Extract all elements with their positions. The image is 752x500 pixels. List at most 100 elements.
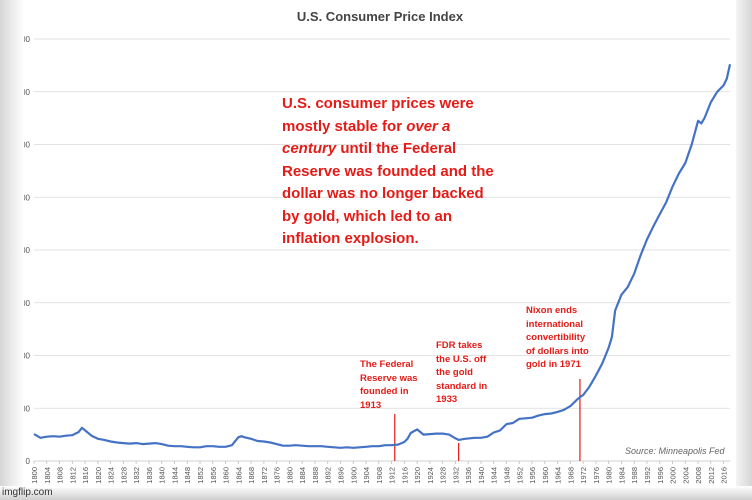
main-annotation-line: Reserve was founded and the: [282, 162, 494, 180]
x-tick-label: 1828: [119, 467, 128, 484]
x-tick-label: 1936: [464, 467, 473, 484]
x-tick-label: 2004: [681, 467, 690, 484]
x-tick-label: 2008: [694, 467, 703, 484]
x-tick-label: 1856: [209, 467, 218, 484]
fdr-annotation-line: standard in: [436, 380, 488, 392]
main-annotation-line: dollar was no longer backed: [282, 185, 484, 202]
fed-annotation-line: Reserve was: [360, 372, 418, 384]
x-tick-label: 1948: [503, 467, 512, 484]
y-tick-label: 0: [26, 457, 31, 466]
fdr-annotation-line: the gold: [436, 367, 473, 378]
x-tick-label: 1860: [222, 467, 231, 484]
x-tick-label: 1976: [592, 467, 601, 484]
x-tick-label: 1896: [336, 467, 345, 484]
x-tick-label: 1992: [643, 467, 652, 484]
y-tick-label: 800: [24, 35, 31, 44]
nixon-annotation-line: gold in 1971: [526, 359, 581, 370]
x-tick-label: 1824: [107, 467, 116, 484]
x-tick-label: 1876: [273, 467, 282, 484]
main-annotation-line: by gold, which led to an: [282, 207, 453, 225]
y-tick-label: 500: [24, 193, 31, 202]
source-note: Source: Minneapolis Fed: [625, 446, 725, 456]
nixon-annotation-line: convertibility: [526, 332, 586, 343]
x-tick-label: 1840: [158, 467, 167, 484]
main-annotation-line: inflation explosion.: [282, 230, 419, 247]
x-tick-label: 1928: [439, 467, 448, 484]
x-tick-label: 1864: [234, 467, 243, 484]
main-annotation-line: century until the Federal: [282, 140, 457, 157]
fdr-annotation-line: FDR takes: [436, 340, 483, 351]
x-tick-label: 1904: [362, 467, 371, 484]
fdr-annotation: FDR takes the U.S. off the gold standard in…: [436, 339, 487, 407]
x-tick-label: 1816: [81, 467, 90, 484]
x-tick-label: 1836: [145, 467, 154, 484]
nixon-annotation-line: international: [526, 318, 584, 330]
x-tick-label: 2016: [720, 467, 729, 484]
x-tick-label: 1880: [285, 467, 294, 484]
y-tick-label: 100: [24, 404, 31, 413]
series-lines: [33, 64, 732, 449]
x-tick-label: 1932: [451, 467, 460, 484]
gridlines: [34, 38, 730, 462]
y-tick-label: 700: [24, 88, 31, 97]
frame-shadow-left: [0, 0, 24, 500]
y-tick-label: 300: [24, 299, 31, 308]
x-tick-label: 1944: [490, 467, 499, 484]
x-tick-label: 1892: [324, 467, 333, 484]
x-tick-label: 1808: [56, 467, 65, 484]
x-tick-label: 1980: [605, 467, 614, 484]
nixon-annotation-line: of dollars into: [526, 345, 589, 357]
x-tick-label: 2000: [669, 467, 678, 484]
x-tick-label: 1812: [68, 467, 77, 484]
x-tick-label: 1984: [617, 467, 626, 484]
x-tick-label: 1952: [515, 467, 524, 484]
y-tick-label: 400: [24, 246, 31, 255]
x-tick-label: 1872: [260, 467, 269, 484]
x-tick-label: 2012: [707, 467, 716, 484]
x-tick-label: 1960: [541, 467, 550, 484]
x-tick-label: 1848: [183, 467, 192, 484]
x-tick-label: 1916: [400, 467, 409, 484]
y-tick-label: 200: [24, 352, 31, 361]
event-markers: [394, 379, 581, 461]
fed-annotation-line: founded in: [360, 386, 409, 397]
main-annotation-line: U.S. consumer prices were: [282, 95, 474, 112]
cpi-series-line: [33, 64, 732, 449]
x-tick-label: 1832: [132, 467, 141, 484]
x-tick-label: 1996: [656, 467, 665, 484]
cpi-chart: 0100200300400500600700800 18001804180818…: [24, 35, 732, 484]
x-tick-label: 1852: [196, 467, 205, 484]
x-tick-label: 1956: [528, 467, 537, 484]
x-axis: 1800 1804 1808 1812 1816 1820 1824 1828 1832 1836…: [30, 461, 729, 484]
x-tick-label: 1908: [375, 467, 384, 484]
x-tick-label: 1968: [566, 467, 575, 484]
y-axis: 0 100 200 300 400 500 600 700 800: [24, 35, 31, 466]
x-tick-label: 1800: [30, 467, 39, 484]
x-tick-label: 1900: [349, 467, 358, 484]
fdr-annotation-line: the U.S. off: [436, 353, 487, 365]
fdr-annotation-line: 1933: [436, 394, 458, 405]
x-tick-label: 1964: [554, 467, 563, 484]
chart-title: U.S. Consumer Price Index: [296, 9, 464, 24]
nixon-annotation: Nixon ends international convertibility of …: [526, 304, 589, 372]
x-tick-label: 1988: [630, 467, 639, 484]
x-tick-label: 1972: [579, 467, 588, 484]
watermark: imgflip.com: [2, 487, 53, 498]
x-tick-label: 1844: [170, 467, 179, 484]
x-tick-label: 1940: [477, 467, 486, 484]
chart-panel: U.S. Consumer Price Index 0 100 200 300 400 5…: [24, 0, 736, 488]
x-tick-label: 1868: [247, 467, 256, 484]
x-tick-label: 1804: [43, 467, 52, 484]
fed-annotation-line: The Federal: [360, 359, 414, 370]
main-annotation-line: mostly stable for over a: [282, 117, 451, 135]
frame-shadow-bottom: [0, 486, 752, 500]
x-tick-label: 1920: [413, 467, 422, 484]
x-tick-label: 1820: [94, 467, 103, 484]
fed-annotation-line: 1913: [360, 399, 382, 411]
x-tick-label: 1888: [311, 467, 320, 484]
fed-annotation: The Federal Reserve was founded in 1913: [360, 358, 418, 412]
y-tick-label: 600: [24, 141, 31, 150]
main-annotation: U.S. consumer prices were mostly stable f…: [282, 93, 562, 251]
x-tick-label: 1884: [298, 467, 307, 484]
